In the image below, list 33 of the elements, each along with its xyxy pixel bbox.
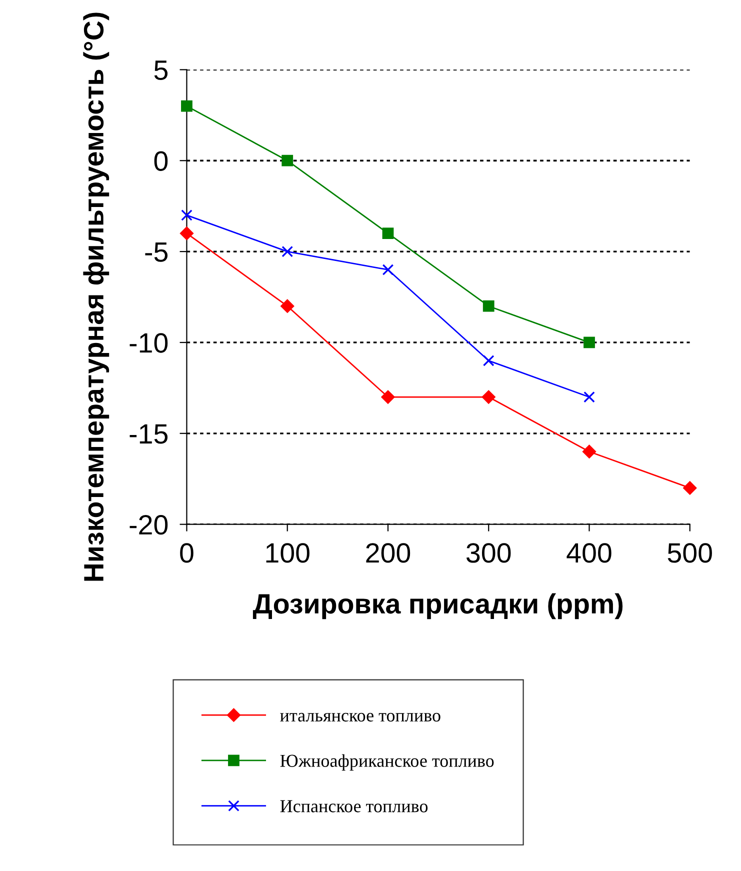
point xyxy=(180,226,194,240)
x-tick-label: 200 xyxy=(366,543,410,563)
y-tick-label: -5 xyxy=(145,242,168,262)
point xyxy=(584,391,595,403)
y-tick-label: 5 xyxy=(154,60,168,80)
point xyxy=(584,336,595,348)
y-tick-label: 0 xyxy=(154,151,168,171)
y-axis-title: Низкотемпературная фильтруемость (°C) xyxy=(83,12,110,581)
y-tick-label: -15 xyxy=(130,424,168,444)
x-tick-label: 500 xyxy=(668,543,712,563)
x-axis-title: Дозировка присадки (ppm) xyxy=(252,593,623,620)
x-tick-label: 300 xyxy=(466,543,511,563)
y-tick-label: -20 xyxy=(130,515,168,535)
point xyxy=(282,154,294,166)
point xyxy=(683,481,697,495)
x-tick-label: 100 xyxy=(266,543,310,563)
y-tick-label: -10 xyxy=(130,333,168,353)
x-tick-label: 400 xyxy=(566,543,612,563)
point xyxy=(482,390,496,404)
point xyxy=(482,300,494,312)
point xyxy=(181,209,192,221)
x-tick-label: 0 xyxy=(180,543,194,563)
point xyxy=(282,246,294,258)
point xyxy=(280,299,294,313)
point xyxy=(382,228,394,240)
point xyxy=(482,354,494,366)
point xyxy=(582,444,596,458)
point xyxy=(181,100,192,112)
legend-label: итальянское топливо xyxy=(280,712,440,722)
point xyxy=(382,264,394,276)
legend-label: Южноафриканское топливо xyxy=(280,754,494,771)
legend-label: Испанское топливо xyxy=(280,800,428,812)
point xyxy=(381,390,395,404)
